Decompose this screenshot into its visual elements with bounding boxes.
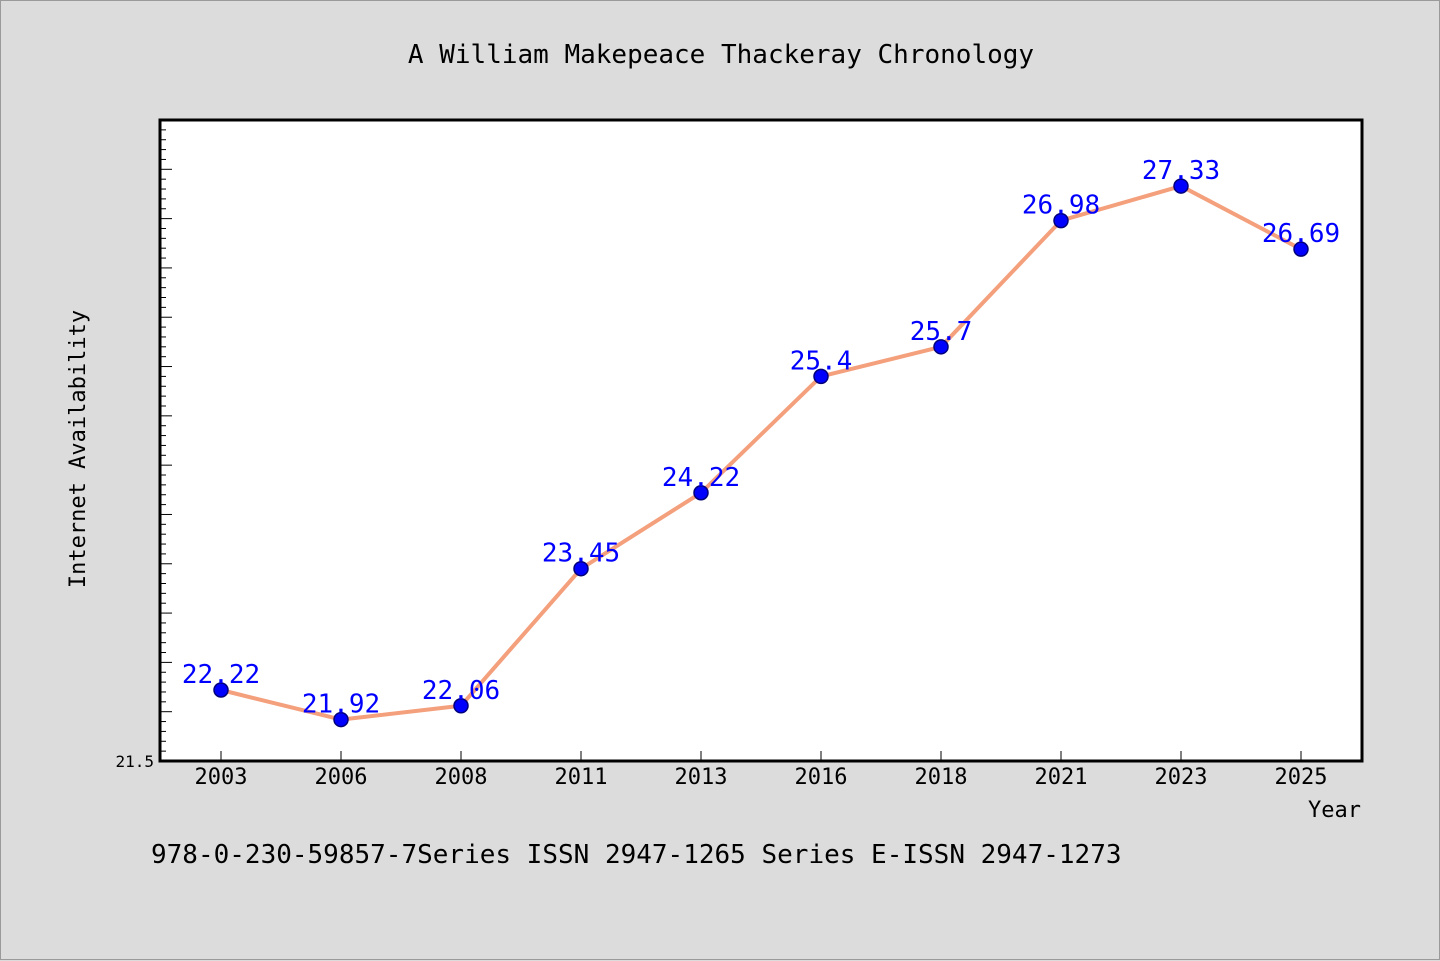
data-label: 26.69 xyxy=(1262,219,1340,249)
data-point xyxy=(1173,178,1189,194)
y-tick-label: 21.5 xyxy=(115,752,154,771)
isbn-footer: 978-0-230-59857-7Series ISSN 2947-1265 S… xyxy=(151,840,1122,870)
data-point xyxy=(573,560,589,577)
chart-title: A William Makepeace Thackeray Chronology xyxy=(408,40,1034,70)
data-label: 21.92 xyxy=(302,690,380,720)
x-tick-label: 2003 xyxy=(195,765,248,790)
data-point xyxy=(693,485,709,501)
x-axis-title: Year xyxy=(1308,798,1361,823)
series-line xyxy=(220,184,1302,722)
x-tick-label: 2006 xyxy=(315,765,368,790)
x-tick-label: 2021 xyxy=(1035,765,1088,790)
data-label: 22.06 xyxy=(422,676,500,706)
y-axis-title: Internet Availability xyxy=(66,310,91,588)
data-point xyxy=(213,682,229,698)
x-tick-label: 2025 xyxy=(1275,765,1328,790)
data-point xyxy=(933,339,949,355)
data-label: 25.7 xyxy=(910,317,973,347)
data-point xyxy=(333,711,349,728)
x-tick-label: 2023 xyxy=(1155,765,1208,790)
x-tick-label: 2013 xyxy=(675,765,728,790)
data-point xyxy=(1053,212,1069,229)
data-label: 24.22 xyxy=(662,463,740,493)
x-axis-ticks: 2003 2006 2008 2011 2013 2016 2018 2021 2023 2025 xyxy=(195,751,1328,790)
x-tick-label: 2016 xyxy=(795,765,848,790)
y-axis-ticks: 21.5 xyxy=(115,129,172,771)
data-point xyxy=(1293,241,1309,257)
data-label: 22.22 xyxy=(182,660,260,690)
x-tick-label: 2018 xyxy=(915,765,968,790)
data-point xyxy=(453,698,469,714)
x-tick-label: 2008 xyxy=(435,765,488,790)
data-label: 26.98 xyxy=(1022,191,1100,221)
data-point xyxy=(813,368,829,385)
data-label: 27.33 xyxy=(1142,156,1220,186)
x-tick-label: 2011 xyxy=(555,765,608,790)
data-label: 23.45 xyxy=(542,539,620,569)
data-label: 25.4 xyxy=(790,346,853,376)
series-layer: 22.22 21.92 22.06 23.45 24.22 25.4 25.7 26.98 27… xyxy=(182,156,1340,728)
plot-area xyxy=(158,118,1364,763)
